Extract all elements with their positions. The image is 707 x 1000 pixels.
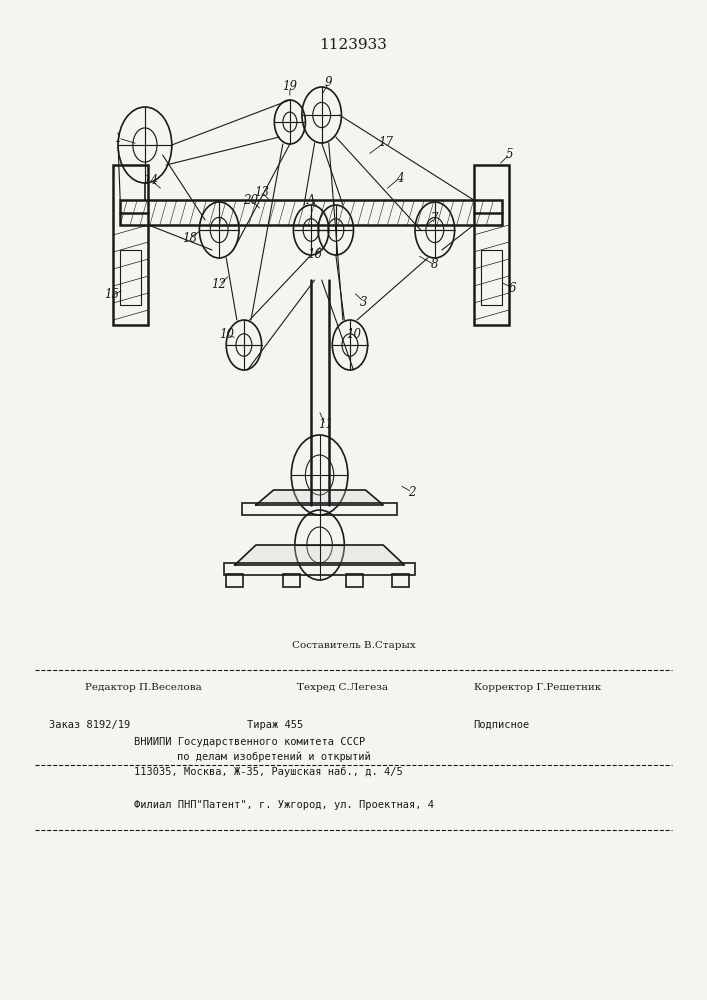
Text: Составитель В.Старых: Составитель В.Старых	[291, 640, 416, 650]
Bar	[283, 574, 300, 587]
Bar	[120, 250, 141, 305]
Polygon shape	[256, 490, 383, 505]
Text: Заказ 8192/19: Заказ 8192/19	[49, 720, 131, 730]
Text: Техред С.Легеза: Техред С.Легеза	[297, 684, 388, 692]
Text: 10: 10	[346, 328, 361, 342]
Text: 9: 9	[325, 77, 332, 90]
Text: 113035, Москва, Ж-35, Раушская наб., д. 4/5: 113035, Москва, Ж-35, Раушская наб., д. …	[134, 767, 403, 777]
Text: 19: 19	[282, 81, 298, 94]
Text: 3: 3	[361, 296, 368, 308]
Text: 7: 7	[431, 212, 438, 225]
Text: 17: 17	[378, 135, 393, 148]
Text: по делам изобретений и открытий: по делам изобретений и открытий	[177, 752, 370, 762]
Bar	[113, 165, 148, 325]
Text: Филиал ПНП"Патент", г. Ужгород, ул. Проектная, 4: Филиал ПНП"Патент", г. Ужгород, ул. Прое…	[134, 800, 434, 810]
Text: 12: 12	[211, 278, 227, 292]
Text: Тираж 455: Тираж 455	[247, 720, 304, 730]
Text: 20: 20	[243, 194, 259, 207]
Bar	[120, 200, 502, 225]
Bar	[474, 165, 509, 325]
Text: 18: 18	[182, 232, 197, 244]
Text: Корректор Г.Решетник: Корректор Г.Решетник	[474, 684, 601, 692]
Text: 5: 5	[506, 148, 513, 161]
Text: 15: 15	[104, 288, 119, 302]
Polygon shape	[235, 545, 404, 565]
Text: 4: 4	[396, 172, 403, 184]
Text: A: A	[307, 194, 315, 207]
Bar	[224, 563, 415, 575]
Bar	[226, 574, 243, 587]
Text: 2: 2	[409, 486, 416, 498]
Text: Редактор П.Веселова: Редактор П.Веселова	[85, 684, 201, 692]
Text: 1123933: 1123933	[320, 38, 387, 52]
Text: Подписное: Подписное	[474, 720, 530, 730]
Text: 14: 14	[143, 174, 158, 186]
Text: 8: 8	[431, 258, 438, 271]
Text: 1: 1	[115, 131, 122, 144]
Bar	[242, 503, 397, 515]
Text: 13: 13	[254, 186, 269, 198]
Bar	[481, 250, 502, 305]
Text: 10: 10	[218, 328, 234, 342]
Text: 16: 16	[307, 248, 322, 261]
Text: 6: 6	[509, 282, 516, 294]
Bar	[346, 574, 363, 587]
Text: ВНИИПИ Государственного комитета СССР: ВНИИПИ Государственного комитета СССР	[134, 737, 366, 747]
Text: 11: 11	[317, 418, 333, 432]
Bar	[392, 574, 409, 587]
